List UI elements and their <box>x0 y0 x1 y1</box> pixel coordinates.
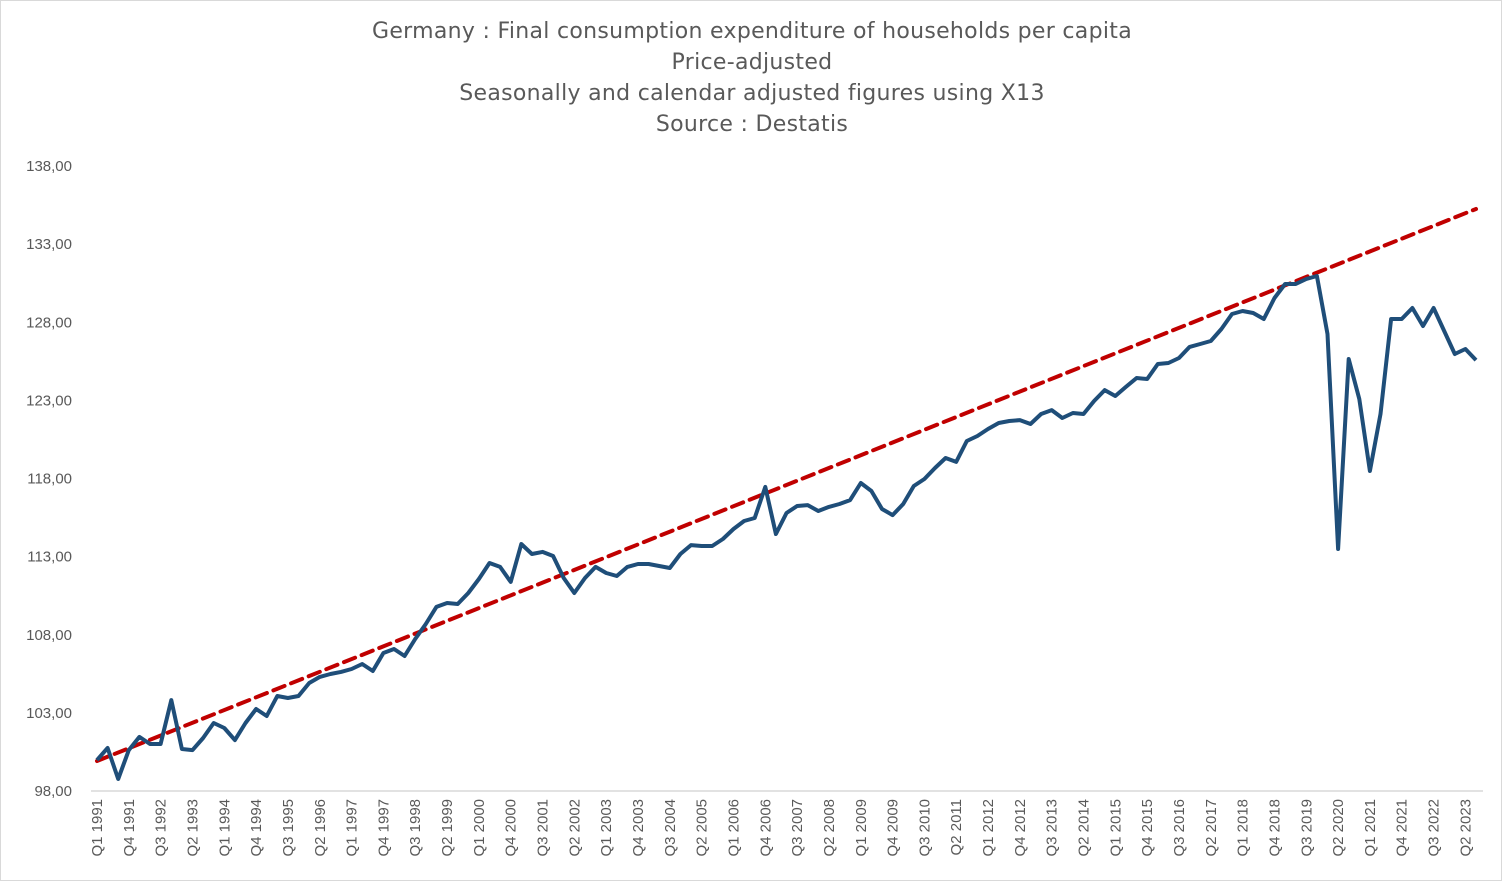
x-tick-label: Q4 2015 <box>1139 799 1156 857</box>
x-tick-label: Q4 1997 <box>375 799 392 857</box>
x-tick-label: Q2 1999 <box>439 799 456 857</box>
x-tick-label: Q2 2017 <box>1203 799 1220 857</box>
x-tick-label: Q4 2012 <box>1012 799 1029 857</box>
x-tick-label: Q1 1994 <box>216 799 233 857</box>
y-tick-label: 118,00 <box>27 471 72 488</box>
x-tick-label: Q2 1996 <box>312 799 329 857</box>
x-tick-label: Q1 2006 <box>725 799 742 857</box>
x-tick-label: Q4 1991 <box>121 799 138 857</box>
x-tick-label: Q3 2010 <box>916 799 933 857</box>
x-tick-label: Q3 1995 <box>280 799 297 857</box>
y-tick-label: 128,00 <box>26 314 72 331</box>
x-tick-label: Q2 2002 <box>566 799 583 857</box>
x-tick-label: Q1 2021 <box>1362 799 1379 857</box>
x-tick-label: Q1 1991 <box>89 799 106 857</box>
x-tick-label: Q1 2012 <box>980 799 997 857</box>
x-tick-label: Q4 2018 <box>1266 799 1283 857</box>
x-tick-label: Q3 2007 <box>789 799 806 857</box>
x-tick-label: Q2 2011 <box>948 799 965 855</box>
y-tick-label: 123,00 <box>26 392 72 409</box>
x-tick-label: Q1 2009 <box>853 799 870 857</box>
x-tick-label: Q3 2001 <box>535 799 552 857</box>
x-tick-label: Q1 2003 <box>598 799 615 857</box>
x-tick-label: Q4 1994 <box>248 799 265 857</box>
x-tick-label: Q2 2020 <box>1330 799 1347 857</box>
x-tick-label: Q2 2005 <box>694 799 711 857</box>
x-tick-label: Q3 1998 <box>407 799 424 857</box>
x-tick-label: Q3 2013 <box>1044 799 1061 857</box>
y-tick-label: 133,00 <box>26 236 72 253</box>
x-tick-label: Q4 2021 <box>1394 799 1411 857</box>
y-tick-label: 113,00 <box>27 549 72 566</box>
x-tick-label: Q1 1997 <box>344 799 361 857</box>
x-tick-label: Q3 2019 <box>1298 799 1315 857</box>
series-line <box>97 276 1476 779</box>
x-tick-label: Q4 2000 <box>503 799 520 857</box>
x-tick-label: Q4 2003 <box>630 799 647 857</box>
x-tick-label: Q1 2000 <box>471 799 488 857</box>
x-tick-label: Q2 1993 <box>184 799 201 857</box>
y-tick-label: 98,00 <box>34 783 72 800</box>
y-tick-label: 138,00 <box>26 158 72 175</box>
x-tick-label: Q3 2022 <box>1426 799 1443 857</box>
x-tick-label: Q4 2009 <box>885 799 902 857</box>
y-tick-label: 108,00 <box>26 627 72 644</box>
x-tick-label: Q3 1992 <box>153 799 170 857</box>
x-tick-label: Q2 2023 <box>1457 799 1474 857</box>
x-tick-label: Q3 2016 <box>1171 799 1188 857</box>
trend-line <box>97 209 1476 761</box>
x-tick-label: Q2 2008 <box>821 799 838 857</box>
x-tick-label: Q2 2014 <box>1076 799 1093 857</box>
x-tick-label: Q4 2006 <box>757 799 774 857</box>
x-tick-label: Q3 2004 <box>662 799 679 857</box>
x-tick-label: Q1 2015 <box>1107 799 1124 857</box>
y-tick-label: 103,00 <box>26 705 72 722</box>
x-tick-label: Q1 2018 <box>1235 799 1252 857</box>
